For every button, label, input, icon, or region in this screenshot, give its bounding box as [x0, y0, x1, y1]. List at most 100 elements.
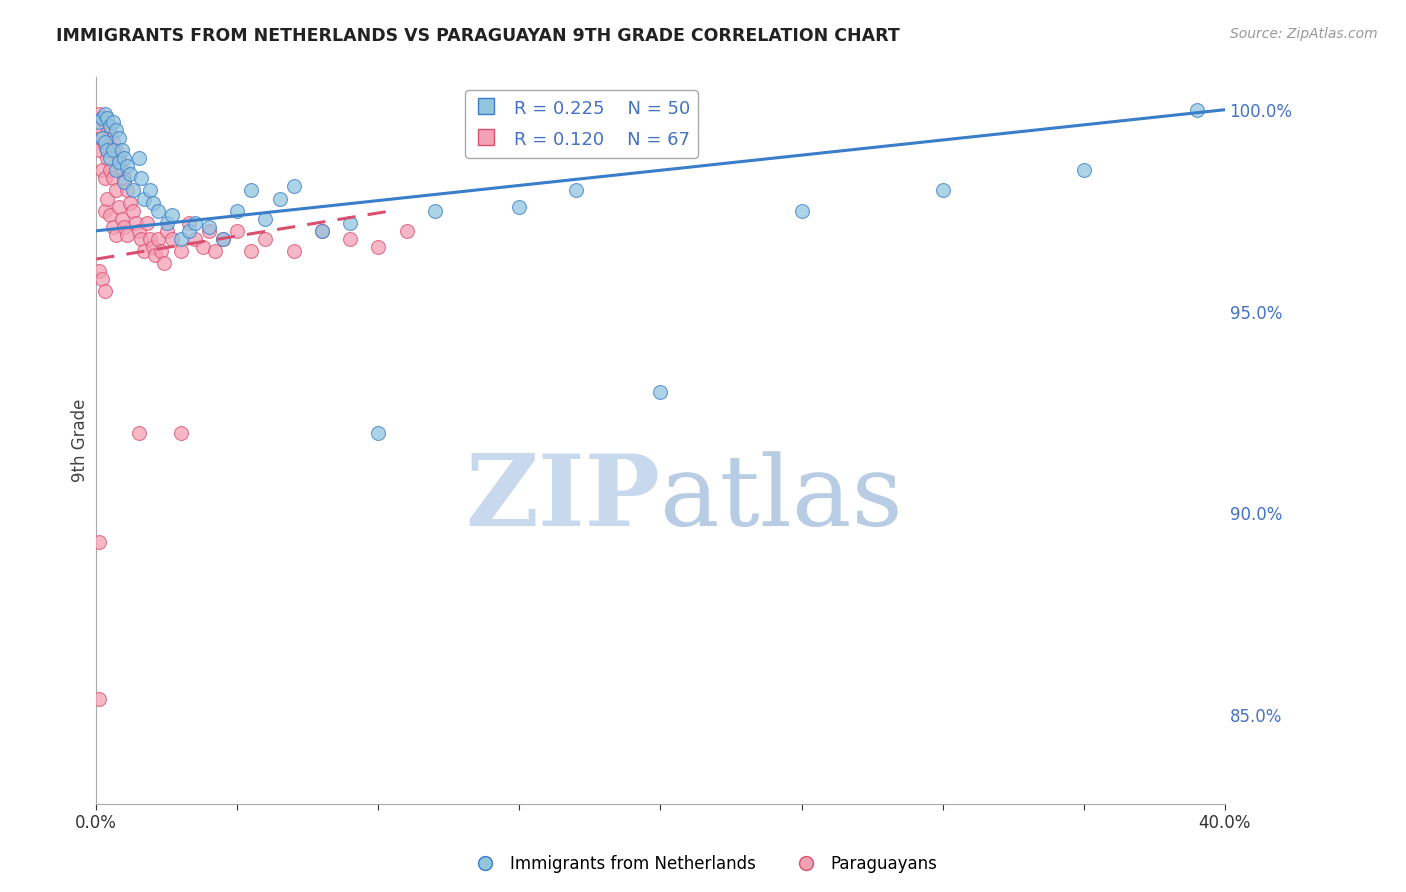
- Point: [254, 232, 277, 246]
- Point: [179, 224, 201, 238]
- Point: [128, 425, 150, 440]
- Point: [148, 232, 170, 246]
- Point: [283, 244, 305, 258]
- Text: Source: ZipAtlas.com: Source: ZipAtlas.com: [1230, 27, 1378, 41]
- Y-axis label: 9th Grade: 9th Grade: [72, 399, 89, 483]
- Point: [110, 211, 132, 226]
- Point: [115, 227, 138, 242]
- Point: [212, 232, 235, 246]
- Point: [112, 171, 135, 186]
- Point: [96, 111, 118, 125]
- Point: [423, 203, 446, 218]
- Point: [184, 232, 207, 246]
- Point: [112, 151, 135, 165]
- Point: [184, 216, 207, 230]
- Point: [101, 135, 124, 149]
- Point: [115, 159, 138, 173]
- Point: [240, 184, 263, 198]
- Point: [93, 115, 115, 129]
- Point: [93, 203, 115, 218]
- Point: [395, 224, 418, 238]
- Point: [87, 107, 110, 121]
- Point: [136, 216, 159, 230]
- Point: [98, 163, 121, 178]
- Point: [112, 219, 135, 234]
- Point: [115, 184, 138, 198]
- Point: [148, 203, 170, 218]
- Point: [87, 143, 110, 157]
- Point: [311, 224, 333, 238]
- Point: [134, 244, 156, 258]
- Point: [131, 232, 153, 246]
- Point: [93, 139, 115, 153]
- Point: [1185, 103, 1208, 117]
- Point: [101, 143, 124, 157]
- Point: [131, 171, 153, 186]
- Point: [128, 224, 150, 238]
- Legend: R = 0.225    N = 50, R = 0.120    N = 67: R = 0.225 N = 50, R = 0.120 N = 67: [465, 90, 697, 158]
- Point: [90, 131, 112, 145]
- Point: [162, 208, 184, 222]
- Point: [90, 163, 112, 178]
- Text: ZIP: ZIP: [465, 450, 661, 548]
- Point: [139, 232, 162, 246]
- Point: [142, 195, 165, 210]
- Point: [269, 192, 291, 206]
- Point: [339, 216, 361, 230]
- Point: [125, 216, 148, 230]
- Point: [193, 240, 215, 254]
- Point: [98, 119, 121, 133]
- Point: [93, 135, 115, 149]
- Point: [87, 119, 110, 133]
- Point: [128, 151, 150, 165]
- Point: [98, 151, 121, 165]
- Point: [101, 171, 124, 186]
- Point: [367, 425, 389, 440]
- Point: [96, 192, 118, 206]
- Point: [204, 244, 226, 258]
- Point: [98, 127, 121, 141]
- Point: [226, 203, 249, 218]
- Point: [156, 224, 179, 238]
- Point: [90, 272, 112, 286]
- Point: [179, 216, 201, 230]
- Point: [121, 184, 143, 198]
- Point: [931, 184, 953, 198]
- Point: [87, 264, 110, 278]
- Point: [283, 179, 305, 194]
- Point: [107, 155, 129, 169]
- Point: [90, 131, 112, 145]
- Point: [565, 184, 588, 198]
- Point: [162, 232, 184, 246]
- Point: [198, 219, 221, 234]
- Point: [104, 163, 127, 178]
- Point: [1073, 163, 1095, 178]
- Point: [107, 151, 129, 165]
- Point: [110, 143, 132, 157]
- Point: [121, 203, 143, 218]
- Point: [93, 171, 115, 186]
- Point: [96, 151, 118, 165]
- Point: [110, 163, 132, 178]
- Point: [150, 244, 173, 258]
- Point: [170, 425, 193, 440]
- Point: [101, 219, 124, 234]
- Point: [145, 248, 167, 262]
- Point: [104, 184, 127, 198]
- Point: [311, 224, 333, 238]
- Point: [790, 203, 813, 218]
- Point: [226, 224, 249, 238]
- Point: [339, 232, 361, 246]
- Point: [90, 111, 112, 125]
- Point: [104, 143, 127, 157]
- Point: [87, 534, 110, 549]
- Point: [104, 227, 127, 242]
- Point: [650, 385, 672, 400]
- Point: [90, 111, 112, 125]
- Point: [96, 119, 118, 133]
- Point: [101, 115, 124, 129]
- Point: [153, 256, 176, 270]
- Point: [98, 208, 121, 222]
- Point: [142, 240, 165, 254]
- Legend: Immigrants from Netherlands, Paraguayans: Immigrants from Netherlands, Paraguayans: [461, 848, 945, 880]
